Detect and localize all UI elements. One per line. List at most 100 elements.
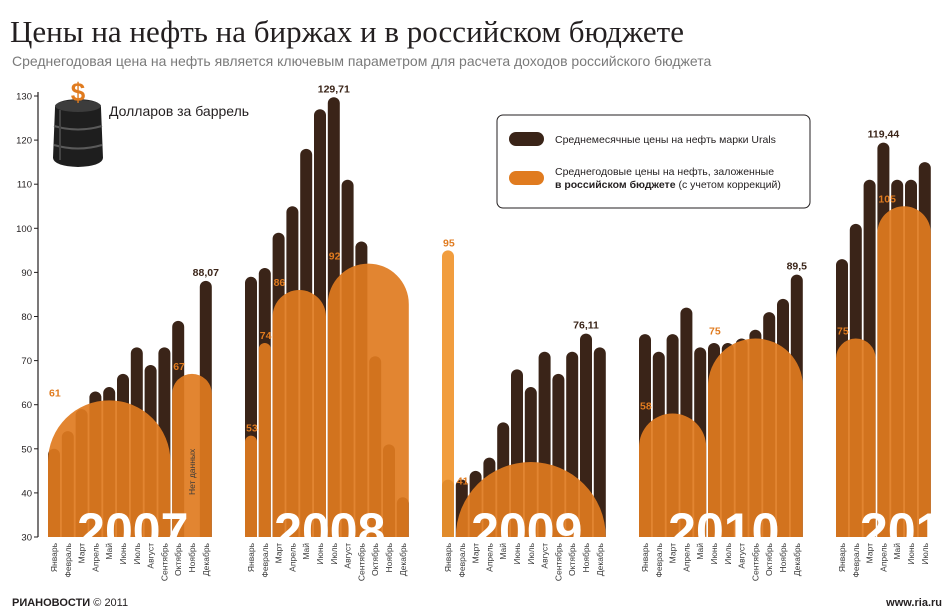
month-label: Март (668, 543, 678, 563)
monthly-value-label: 76,11 (573, 320, 599, 332)
barrel-body (53, 99, 103, 167)
no-data-label: Нет данных (187, 448, 197, 495)
legend: Среднемесячные цены на нефть марки Urals… (496, 114, 811, 209)
month-label: Январь (49, 542, 59, 572)
budget-value-label: 74 (260, 330, 272, 342)
month-label: Январь (246, 542, 256, 572)
chart-title: Цены на нефть на биржах и в российском б… (10, 14, 684, 49)
year-group-2008: 2008 Январь Февраль Март Апрель Май Июнь Июль Ав… (245, 83, 409, 581)
budget-value-label: 61 (49, 387, 61, 399)
dollar-sign: $ (71, 77, 86, 107)
month-label: Февраль (260, 542, 270, 577)
month-label: Май (498, 543, 508, 560)
month-label: Декабрь (595, 542, 605, 576)
y-tick-label: 50 (21, 444, 32, 455)
month-label: Июнь (118, 542, 128, 564)
month-label: Апрель (681, 542, 691, 571)
month-label: Июль (723, 542, 733, 564)
budget-bar (708, 338, 803, 537)
month-label: Декабрь (398, 542, 408, 576)
legend-label-budget-line2: в российском бюджете (с учетом коррекций… (555, 179, 781, 191)
y-tick-label: 100 (16, 224, 32, 235)
y-tick-label: 110 (17, 180, 32, 191)
legend-swatch-budget (509, 171, 544, 185)
y-tick-label: 30 (21, 533, 32, 544)
month-label: Июнь (315, 542, 325, 564)
month-label: Июль (132, 542, 142, 564)
legend-label-budget-line1: Среднегодовые цены на нефть, заложенные (555, 166, 774, 178)
month-label: Июнь (512, 542, 522, 564)
year-group-2007: 2007 Январь Февраль Март Апрель Май Июнь Июль Ав… (48, 267, 219, 581)
y-tick-label: 130 (16, 92, 32, 103)
y-tick-label: 120 (16, 136, 32, 147)
budget-value-label: 67 (173, 361, 185, 373)
monthly-bar (593, 347, 606, 537)
month-label: Февраль (457, 542, 467, 577)
month-label: Февраль (63, 542, 73, 577)
y-tick-label: 40 (21, 488, 32, 499)
unit-label: Долларов за баррель (109, 103, 249, 119)
barrel-ring (53, 125, 103, 131)
month-label: Октябрь (173, 542, 183, 576)
budget-bar (172, 373, 212, 537)
budget-value-label: 58 (640, 401, 652, 413)
monthly-value-label: 89,5 (787, 261, 808, 273)
month-label: Май (892, 543, 902, 560)
year-group-2009: 2009 Январь Февраль Март Апрель Май Июнь Июль Ав… (442, 237, 606, 581)
budget-value-label: 53 (246, 423, 258, 435)
legend-box (496, 114, 811, 209)
year-group-2010: 2010 Январь Февраль Март Апрель Май Июнь Июль Ав… (639, 261, 807, 581)
budget-bar (442, 250, 454, 537)
month-label: Сентябрь (553, 542, 563, 581)
y-axis: 30 40 50 60 70 80 90 100 110 120 130 (16, 92, 39, 544)
month-label: Август (146, 543, 156, 569)
budget-bar (877, 206, 931, 537)
budget-bar (258, 342, 271, 537)
oil-barrel-dollar-icon: $ (53, 77, 103, 167)
month-label: Май (104, 543, 114, 560)
brand-name: РИАНОВОСТИ (12, 597, 91, 609)
monthly-value-label: 88,07 (193, 267, 219, 279)
y-tick-label: 60 (21, 400, 32, 411)
budget-bar (245, 435, 257, 537)
monthly-value-label: 119,44 (868, 129, 900, 141)
y-tick-label: 80 (21, 312, 32, 323)
chart-subtitle: Среднегодовая цена на нефть является клю… (12, 53, 712, 69)
month-label: Август (540, 543, 550, 569)
budget-value-label: 95 (443, 237, 455, 249)
footer-brand: РИАНОВОСТИ © 2011 (12, 597, 128, 609)
month-label: Январь (443, 542, 453, 572)
month-label: Июль (329, 542, 339, 564)
month-label: Август (737, 543, 747, 569)
budget-value-label: 105 (878, 193, 896, 205)
month-label: Ноябрь (187, 542, 197, 572)
monthly-value-label: 129,71 (318, 83, 350, 95)
month-label: Апрель (287, 542, 297, 571)
month-label: Ноябрь (778, 542, 788, 572)
budget-bar (836, 338, 876, 537)
month-label: Октябрь (370, 542, 380, 576)
budget-bar (48, 400, 171, 537)
month-label: Апрель (90, 542, 100, 571)
month-label: Июнь (906, 542, 916, 564)
month-label: Декабрь (201, 542, 211, 576)
month-label: Май (695, 543, 705, 560)
month-label: Март (77, 543, 87, 563)
month-label: Сентябрь (356, 542, 366, 581)
month-label: Август (343, 543, 353, 569)
year-label: 2008 (274, 503, 385, 559)
year-label: 2011 (860, 503, 950, 559)
month-label: Апрель (878, 542, 888, 571)
year-label: 2007 (77, 503, 188, 559)
budget-value-label: 92 (329, 251, 341, 263)
month-label: Март (865, 543, 875, 563)
legend-swatch-monthly (509, 132, 544, 146)
barrel-top (55, 100, 101, 112)
month-label: Февраль (851, 542, 861, 577)
month-label: Июль (526, 542, 536, 564)
month-label: Сентябрь (159, 542, 169, 581)
budget-value-label: 75 (709, 326, 721, 338)
legend-rest: (с учетом коррекций) (676, 179, 781, 191)
